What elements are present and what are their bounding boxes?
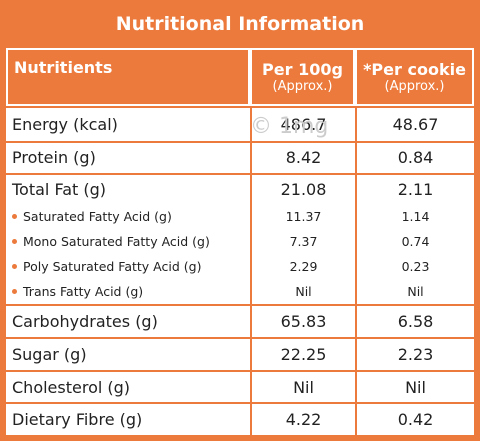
value-cell: 65.83 [250, 306, 355, 337]
value-cell: 8.42 [250, 142, 355, 174]
value: 2.29 [289, 259, 318, 275]
value-cell: 0.42 [355, 404, 474, 436]
table-row: Cholesterol (g) Nil Nil [6, 369, 474, 403]
sub-row: Saturated Fatty Acid (g) 11.37 1.14 [6, 204, 474, 230]
value: 65.83 [280, 312, 327, 332]
column-header: Nutritients [6, 48, 250, 106]
value-cell: Nil [250, 371, 355, 403]
table-row: Total Fat (g) 21.08 2.11 [6, 175, 474, 205]
table-header: Nutritients Per 100g (Approx.) *Per cookie(… [6, 48, 474, 106]
row-label-cell: Sugar (g) [6, 339, 250, 370]
column-sublabel: (Approx.) [272, 79, 333, 94]
column-label: *Per cookie [363, 60, 466, 79]
value-cell: 11.37 [250, 204, 355, 230]
row-group: Total Fat (g) 21.08 2.11 Saturated Fatty Ac… [6, 173, 474, 305]
value: 1.14 [401, 209, 430, 225]
value-cell: 6.58 [355, 306, 474, 337]
value: 6.58 [397, 312, 434, 332]
value: 0.42 [397, 410, 434, 430]
table-row: Protein (g) 8.42 0.84 [6, 140, 474, 174]
value-cell: 2.29 [250, 254, 355, 280]
value: Nil [405, 377, 426, 397]
bullet [12, 289, 17, 295]
value: 8.42 [285, 148, 322, 168]
row-label: Total Fat (g) [12, 180, 106, 200]
value-cell: 2.23 [355, 339, 474, 370]
row-label: Poly Saturated Fatty Acid (g) [23, 259, 202, 275]
value-cell: Nil [250, 279, 355, 305]
value: 0.23 [401, 259, 430, 275]
value: 4.22 [285, 410, 322, 430]
row-label: Dietary Fibre (g) [12, 410, 143, 430]
value-cell: 0.84 [355, 142, 474, 174]
value: 21.08 [280, 180, 327, 200]
title: Nutritional Information [115, 13, 365, 35]
column-sublabel: (Approx.) [384, 79, 445, 94]
value: 7.37 [289, 234, 318, 250]
row-label-cell: Saturated Fatty Acid (g) [6, 204, 250, 229]
value: 2.11 [397, 180, 434, 200]
value-cell: 0.23 [355, 254, 474, 280]
value: 48.67 [392, 114, 439, 134]
row-label-cell: Trans Fatty Acid (g) [6, 279, 250, 304]
row-label-cell: Energy (kcal) [6, 108, 250, 141]
value: 2.23 [397, 344, 434, 364]
value-cell: 486.7 [250, 108, 355, 141]
bullet [12, 214, 17, 220]
value: Nil [293, 377, 314, 397]
row-label: Protein (g) [12, 148, 96, 168]
row-label: Energy (kcal) [12, 114, 118, 134]
value-cell: 21.08 [250, 175, 355, 205]
row-label-cell: Carbohydrates (g) [6, 306, 250, 337]
row-label-cell: Dietary Fibre (g) [6, 404, 250, 435]
value: 0.74 [401, 234, 430, 250]
bullet [12, 264, 17, 270]
table-row: Carbohydrates (g) 65.83 6.58 [6, 304, 474, 337]
value: 22.25 [280, 344, 327, 364]
sub-row: Mono Saturated Fatty Acid (g) 7.37 0.74 [6, 229, 474, 255]
row-label: Mono Saturated Fatty Acid (g) [23, 234, 210, 250]
row-label-cell: Cholesterol (g) [6, 372, 250, 403]
table-body: Energy (kcal) 486.7 48.67 Protein (g) 8.42 0.… [6, 108, 474, 436]
table-row: Sugar (g) 22.25 2.23 [6, 337, 474, 370]
row-label: Trans Fatty Acid (g) [23, 284, 144, 300]
value-cell: Nil [355, 371, 474, 403]
value-cell: 7.37 [250, 229, 355, 255]
value-cell: 22.25 [250, 339, 355, 370]
row-label-cell: Protein (g) [6, 143, 250, 174]
value-cell: 48.67 [355, 108, 474, 141]
column-header: Per 100g (Approx.) [250, 48, 355, 106]
row-label-cell: Mono Saturated Fatty Acid (g) [6, 229, 250, 254]
table-row: Energy (kcal) 486.7 48.67 [6, 108, 474, 141]
value: Nil [295, 284, 312, 300]
column-header: *Per cookie (Approx.) [355, 48, 474, 106]
value-cell: 2.11 [355, 175, 474, 205]
value-cell: 0.74 [355, 229, 474, 255]
row-label: Cholesterol (g) [12, 377, 131, 397]
value-cell: 1.14 [355, 204, 474, 230]
value: Nil [407, 284, 424, 300]
column-label: Nutritients [14, 58, 113, 77]
value-cell: 4.22 [250, 404, 355, 436]
table-row: Dietary Fibre (g) 4.22 0.42 [6, 402, 474, 436]
row-label: Saturated Fatty Acid (g) [23, 209, 172, 225]
watermark: © 1mg [250, 114, 329, 139]
row-label: Carbohydrates (g) [12, 312, 158, 332]
sub-row: Trans Fatty Acid (g) Nil Nil [6, 279, 474, 305]
bullet [12, 239, 17, 245]
value: 486.7 [280, 114, 327, 134]
sub-row: Poly Saturated Fatty Acid (g) 2.29 0.23 [6, 254, 474, 280]
value-cell: Nil [355, 279, 474, 305]
row-label: Sugar (g) [12, 344, 87, 364]
value: 11.37 [285, 209, 322, 225]
value: 0.84 [397, 148, 434, 168]
row-label-cell: Poly Saturated Fatty Acid (g) [6, 254, 250, 279]
row-label-cell: Total Fat (g) [6, 175, 250, 204]
column-label: Per 100g [262, 60, 343, 79]
